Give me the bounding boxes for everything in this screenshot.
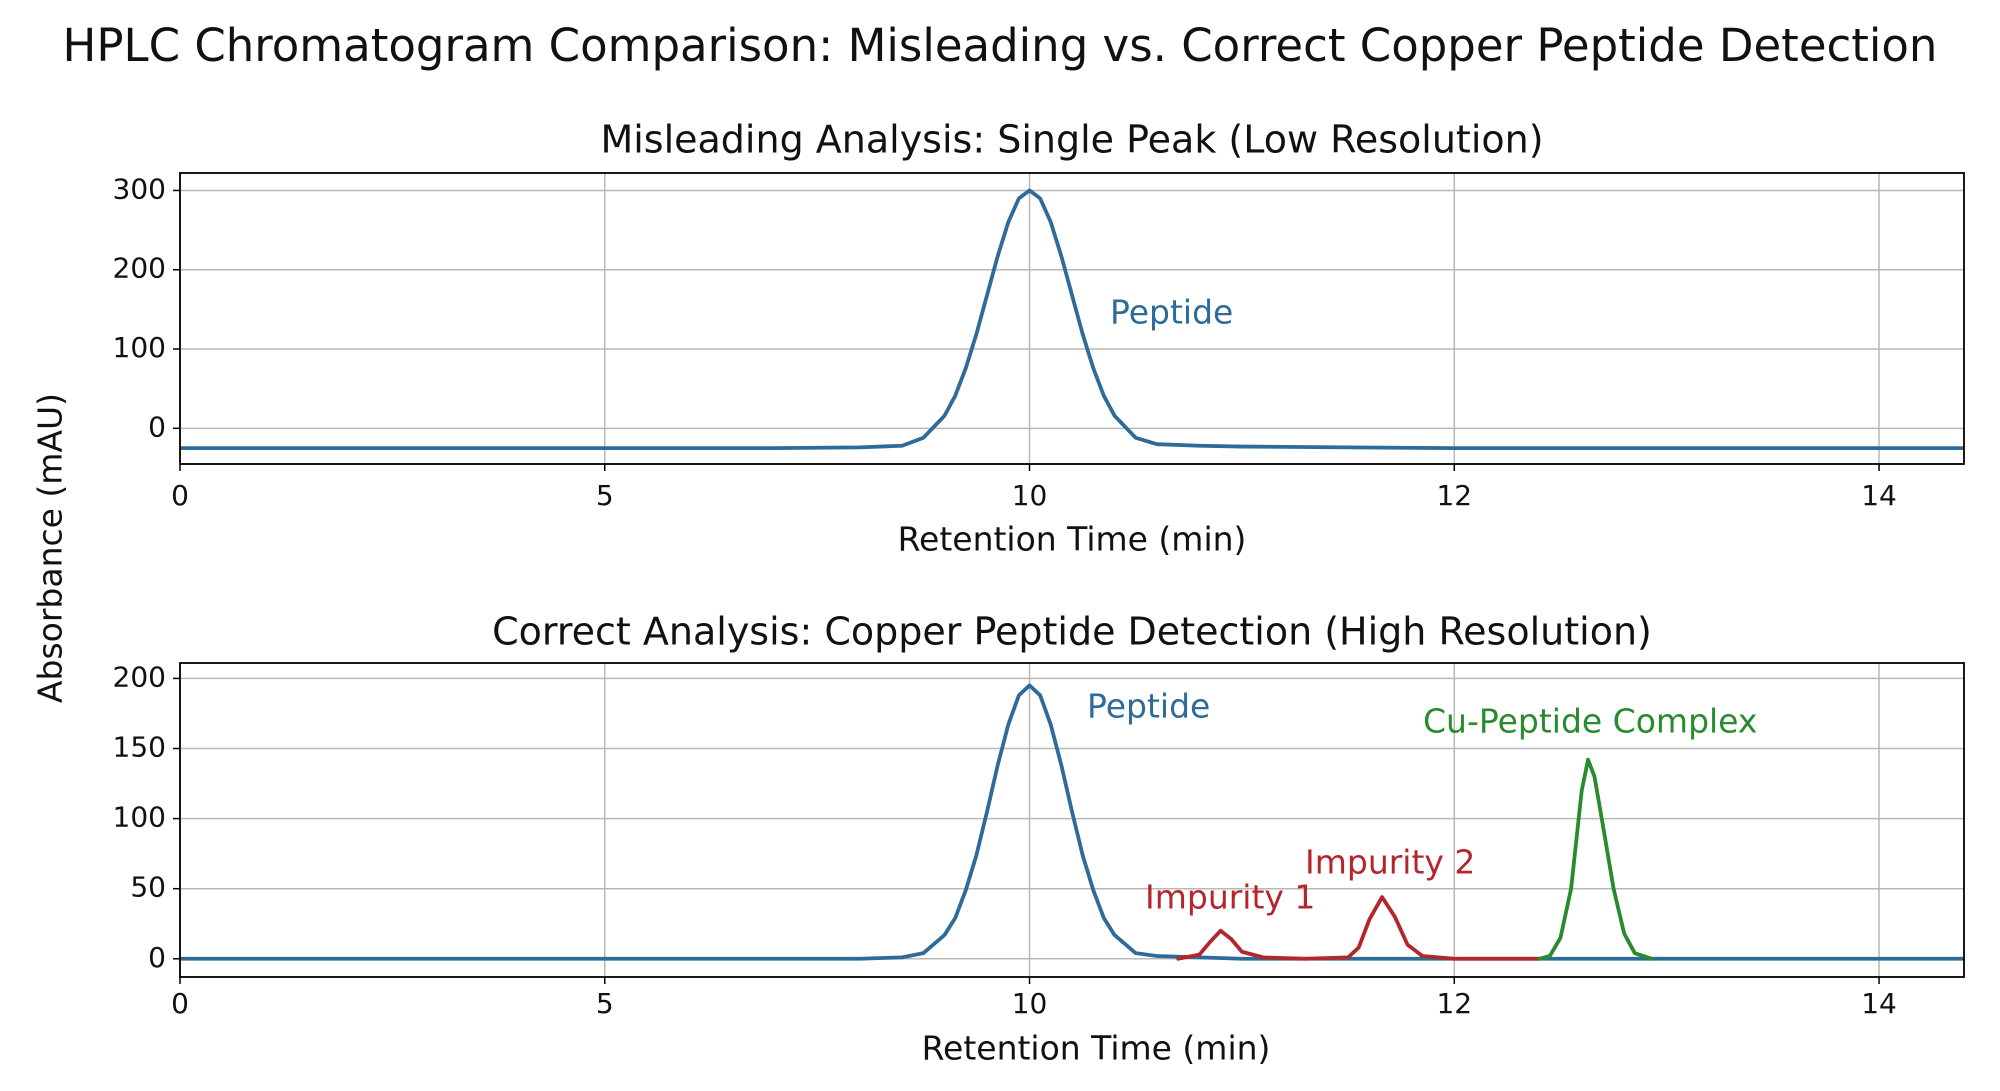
series-group	[180, 188, 1964, 451]
x-tick-label: 10	[1012, 987, 1048, 1020]
y-tick-label: 100	[113, 801, 166, 834]
y-tick-label: 0	[148, 410, 166, 443]
x-tick-label: 10	[1012, 479, 1048, 512]
data-line	[180, 188, 1964, 451]
subplot: Correct Analysis: Copper Peptide Detecti…	[113, 610, 1965, 1068]
x-axis-label: Retention Time (min)	[898, 520, 1247, 559]
data-line	[180, 683, 1964, 961]
annotation: Peptide	[1087, 687, 1210, 726]
annotation: Peptide	[1110, 293, 1233, 332]
y-tick-label: 0	[148, 941, 166, 974]
x-tick-label: 14	[1861, 987, 1897, 1020]
subplot-title: Misleading Analysis: Single Peak (Low Re…	[600, 118, 1543, 162]
axes-frame	[179, 662, 1965, 978]
annotation: Impurity 1	[1145, 878, 1315, 917]
x-tick-label: 14	[1861, 479, 1897, 512]
y-tick-label: 100	[113, 331, 166, 364]
series-group	[180, 683, 1964, 961]
x-axis-label: Retention Time (min)	[922, 1029, 1271, 1068]
x-tick-label: 12	[1436, 479, 1472, 512]
y-tick-label: 300	[113, 172, 166, 205]
y-tick-label: 200	[113, 660, 166, 693]
x-tick-label: 0	[171, 987, 189, 1020]
x-tick-label: 12	[1436, 987, 1472, 1020]
y-tick-label: 50	[130, 871, 166, 904]
y-tick-label: 150	[113, 731, 166, 764]
x-tick-label: 5	[596, 479, 614, 512]
x-tick-label: 0	[171, 479, 189, 512]
subplot-title: Correct Analysis: Copper Peptide Detecti…	[492, 610, 1652, 654]
annotation: Impurity 2	[1305, 843, 1475, 882]
annotation: Cu-Peptide Complex	[1423, 702, 1757, 741]
subplot: Misleading Analysis: Single Peak (Low Re…	[113, 118, 1965, 559]
x-tick-label: 5	[596, 987, 614, 1020]
data-line	[1176, 895, 1542, 961]
axes-frame	[179, 172, 1965, 465]
data-line	[1537, 757, 1654, 961]
figure-title: HPLC Chromatogram Comparison: Misleading…	[63, 19, 1938, 72]
y-tick-label: 200	[113, 252, 166, 285]
y-axis-label: Absorbance (mAU)	[31, 393, 70, 703]
